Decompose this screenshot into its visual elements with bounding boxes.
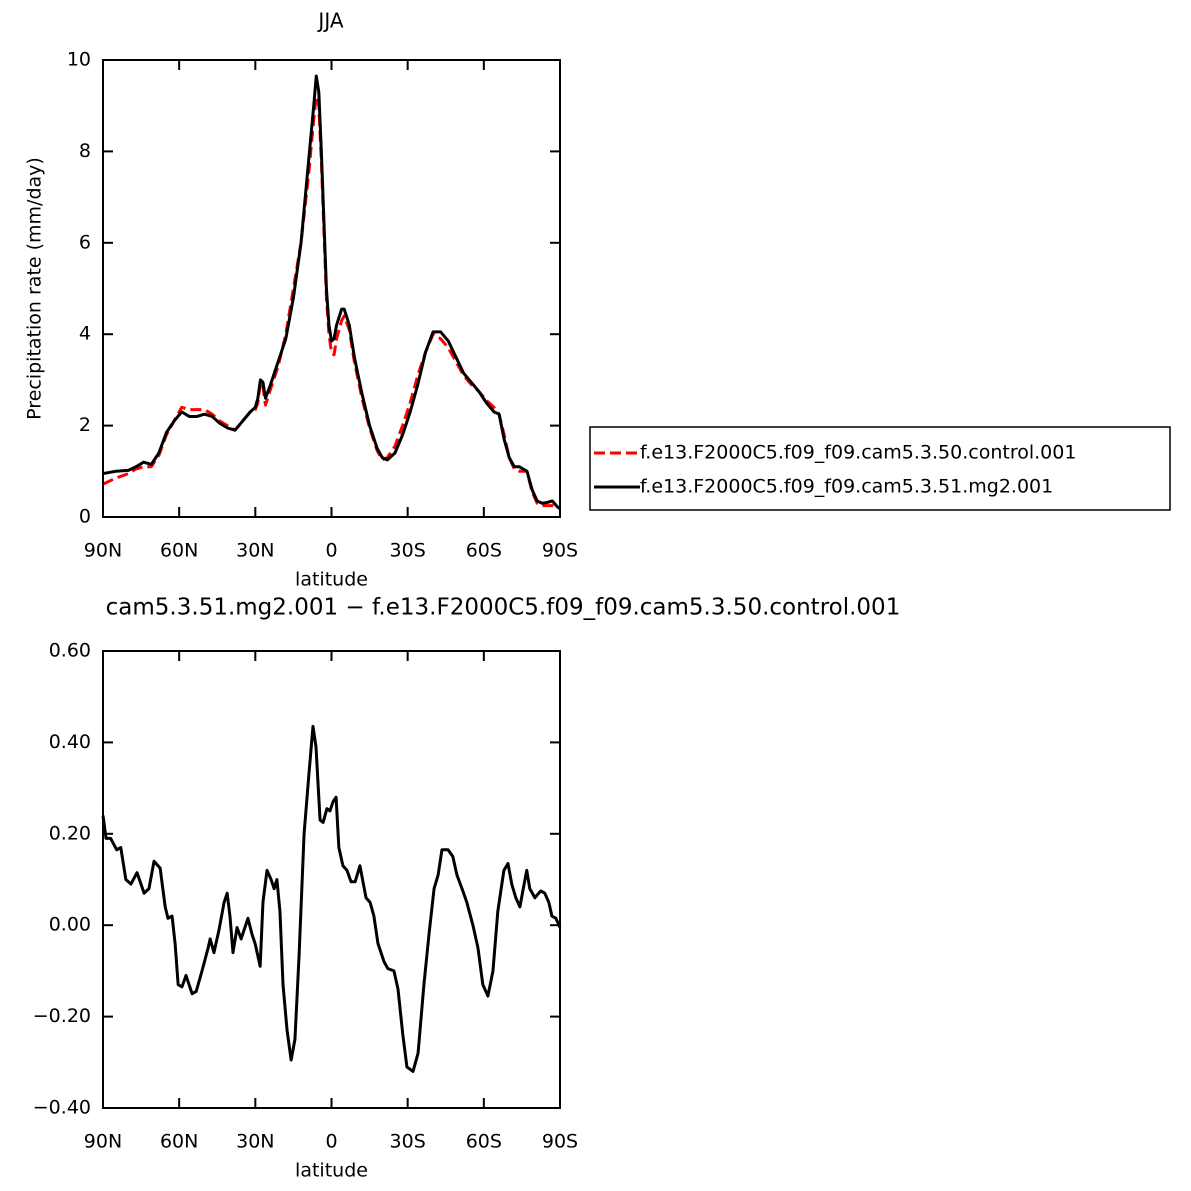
legend-label: f.e13.F2000C5.f09_f09.cam5.3.51.mg2.001 (640, 476, 1053, 498)
y-tick-label: 0 (79, 506, 91, 528)
x-tick-label: 30N (236, 1131, 274, 1153)
y-tick-label: 0.40 (49, 731, 91, 753)
legend-label: f.e13.F2000C5.f09_f09.cam5.3.50.control.… (640, 442, 1076, 464)
x-axis-label: latitude (295, 1160, 368, 1182)
x-tick-label: 30N (236, 540, 274, 562)
chart-title: JJA (316, 9, 343, 33)
x-tick-label: 60N (160, 1131, 198, 1153)
y-tick-label: −0.20 (33, 1005, 91, 1027)
y-tick-label: 0.60 (49, 640, 91, 662)
y-tick-label: 4 (79, 323, 91, 345)
y-tick-label: 10 (67, 49, 91, 71)
x-tick-label: 60S (466, 540, 502, 562)
legend-box (589, 426, 1171, 511)
data-line (102, 74, 561, 510)
x-tick-label: 90N (84, 540, 122, 562)
plot-frame (102, 650, 561, 1109)
x-tick-label: 90N (84, 1131, 122, 1153)
x-tick-label: 0 (325, 1131, 337, 1153)
y-tick-label: 0.00 (49, 914, 91, 936)
y-tick-label: 2 (79, 414, 91, 436)
x-tick-label: 90S (542, 540, 578, 562)
x-tick-label: 0 (325, 540, 337, 562)
data-line (102, 95, 561, 511)
x-tick-label: 30S (390, 540, 426, 562)
y-tick-label: 6 (79, 231, 91, 253)
x-tick-label: 60N (160, 540, 198, 562)
x-tick-label: 90S (542, 1131, 578, 1153)
x-tick-label: 60S (466, 1131, 502, 1153)
x-tick-label: 30S (390, 1131, 426, 1153)
data-line (101, 724, 562, 1073)
y-tick-label: 0.20 (49, 822, 91, 844)
plot-frame (102, 59, 561, 518)
chart-title: cam5.3.51.mg2.001 − f.e13.F2000C5.f09_f0… (106, 595, 901, 621)
y-tick-label: −0.40 (33, 1097, 91, 1119)
y-axis-label: Precipitation rate (mm/day) (24, 157, 46, 420)
x-axis-label: latitude (295, 569, 368, 591)
y-tick-label: 8 (79, 140, 91, 162)
